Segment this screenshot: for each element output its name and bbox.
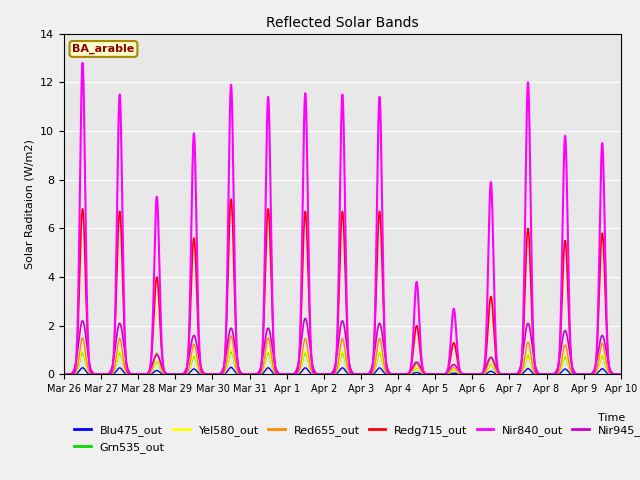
Nir945_out xyxy=(383,365,391,371)
Red655_out xyxy=(524,339,532,345)
Yel580_out xyxy=(183,371,191,376)
Redg715_out xyxy=(227,196,235,202)
Red655_out xyxy=(415,364,423,370)
Blu475_out xyxy=(569,372,577,377)
Yel580_out xyxy=(227,347,235,353)
Redg715_out xyxy=(569,368,577,373)
Yel580_out xyxy=(415,367,423,372)
Grn535_out xyxy=(60,372,68,377)
Blu475_out xyxy=(227,364,235,370)
Text: Time: Time xyxy=(598,413,625,423)
Nir945_out xyxy=(183,363,191,369)
Red655_out xyxy=(383,371,391,376)
Red655_out xyxy=(227,333,235,339)
Blu475_out xyxy=(415,370,423,376)
Grn535_out xyxy=(415,367,423,373)
Grn535_out xyxy=(183,371,191,376)
Nir840_out xyxy=(383,369,391,374)
Yel580_out xyxy=(554,371,561,377)
Line: Redg715_out: Redg715_out xyxy=(64,199,640,374)
Line: Yel580_out: Yel580_out xyxy=(64,350,640,374)
Redg715_out xyxy=(554,368,561,374)
Yel580_out xyxy=(524,351,532,357)
Redg715_out xyxy=(524,226,532,232)
Nir840_out xyxy=(554,369,561,374)
Redg715_out xyxy=(383,368,391,373)
Yel580_out xyxy=(60,372,68,377)
Blu475_out xyxy=(383,372,391,377)
Text: BA_arable: BA_arable xyxy=(72,44,134,54)
Legend: Blu475_out, Grn535_out, Yel580_out, Red655_out, Redg715_out, Nir840_out, Nir945_: Blu475_out, Grn535_out, Yel580_out, Red6… xyxy=(70,421,640,457)
Nir840_out xyxy=(60,372,68,377)
Nir840_out xyxy=(569,368,577,374)
Red655_out xyxy=(183,370,191,375)
Grn535_out xyxy=(524,353,532,359)
Red655_out xyxy=(569,371,577,376)
Blu475_out xyxy=(524,366,532,372)
Grn535_out xyxy=(569,371,577,377)
Y-axis label: Solar Raditaion (W/m2): Solar Raditaion (W/m2) xyxy=(24,139,35,269)
Blu475_out xyxy=(554,372,561,377)
Blu475_out xyxy=(183,371,191,377)
Blu475_out xyxy=(60,372,68,377)
Redg715_out xyxy=(60,372,68,377)
Grn535_out xyxy=(227,349,235,355)
Line: Red655_out: Red655_out xyxy=(64,336,640,374)
Redg715_out xyxy=(183,363,191,369)
Redg715_out xyxy=(415,338,423,344)
Yel580_out xyxy=(569,371,577,377)
Grn535_out xyxy=(554,371,561,377)
Nir840_out xyxy=(79,60,86,66)
Nir840_out xyxy=(524,81,532,86)
Nir945_out xyxy=(301,315,309,321)
Line: Nir840_out: Nir840_out xyxy=(64,63,640,374)
Line: Blu475_out: Blu475_out xyxy=(64,367,640,374)
Grn535_out xyxy=(383,371,391,377)
Red655_out xyxy=(554,371,561,376)
Title: Reflected Solar Bands: Reflected Solar Bands xyxy=(266,16,419,30)
Yel580_out xyxy=(383,371,391,377)
Red655_out xyxy=(60,372,68,377)
Nir945_out xyxy=(415,361,423,367)
Nir840_out xyxy=(415,314,423,320)
Line: Grn535_out: Grn535_out xyxy=(64,352,640,374)
Nir945_out xyxy=(524,321,532,326)
Nir945_out xyxy=(554,365,561,371)
Nir945_out xyxy=(60,372,68,377)
Nir945_out xyxy=(569,365,577,371)
Line: Nir945_out: Nir945_out xyxy=(64,318,640,374)
Nir840_out xyxy=(184,362,191,368)
